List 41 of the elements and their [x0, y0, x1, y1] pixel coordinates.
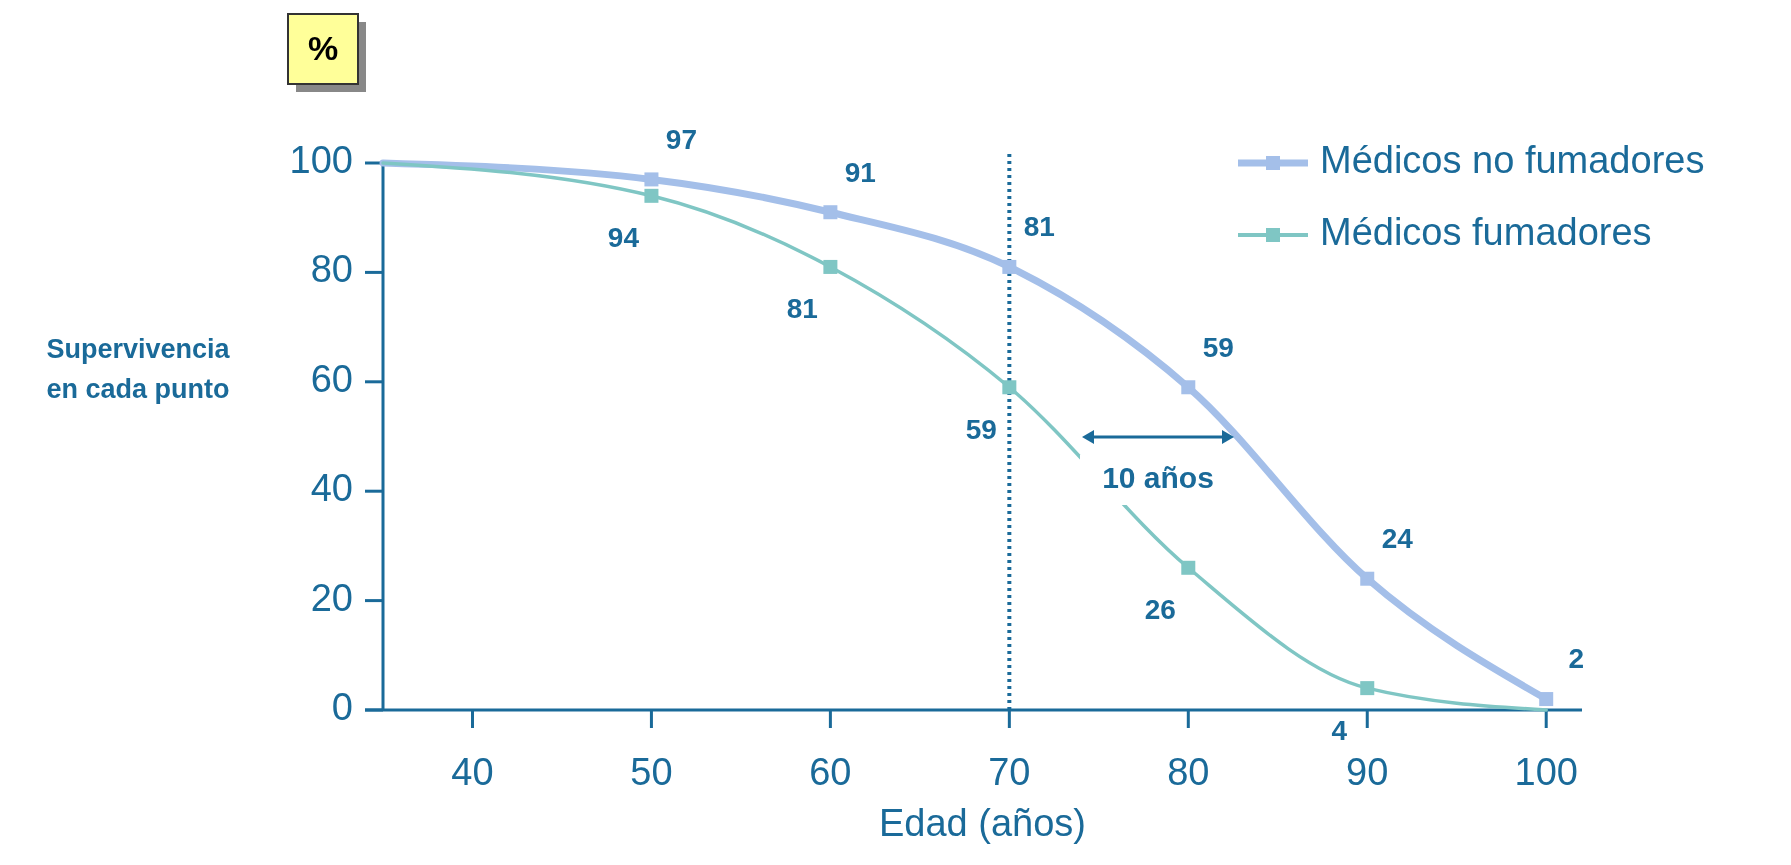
- text: %: [307, 28, 339, 67]
- data-label: 4: [1331, 714, 1348, 746]
- point: [644, 188, 659, 203]
- data-label: 24: [1381, 523, 1414, 555]
- point: [1360, 681, 1375, 696]
- y-tick-label: 100: [289, 139, 353, 182]
- y-axis-title: Supervivencia en cada punto: [46, 334, 231, 404]
- legend-label: Médicos no fumadores: [1320, 139, 1705, 182]
- data-label: 81: [786, 293, 818, 325]
- x-tick-label: 80: [1167, 751, 1210, 793]
- point: [1181, 560, 1196, 575]
- point: [1002, 259, 1017, 274]
- y-tick-label: 80: [310, 248, 353, 291]
- x-tick-label: 100: [1514, 751, 1578, 793]
- y-tick-label: 40: [310, 467, 353, 510]
- data-label: 91: [844, 156, 876, 188]
- x-tick-label: 50: [630, 751, 673, 793]
- x-tick-label: 70: [988, 751, 1031, 793]
- data-label: 59: [965, 413, 997, 445]
- y-tick-label: 0: [331, 686, 353, 729]
- annotation: 10 años: [1102, 460, 1214, 494]
- x-tick-label: 40: [451, 751, 494, 793]
- point: [644, 172, 659, 187]
- point: [1181, 380, 1196, 395]
- x-axis-title: Edad (años): [878, 802, 1087, 844]
- x-tick-label: 90: [1346, 751, 1389, 793]
- point: [1360, 571, 1375, 586]
- x-tick-label: 60: [809, 751, 852, 793]
- data-label: 26: [1144, 594, 1176, 626]
- data-label: 94: [607, 222, 640, 254]
- point: [823, 205, 838, 220]
- point: [823, 259, 838, 274]
- y-tick-label: 20: [310, 576, 353, 619]
- data-label: 81: [1023, 211, 1055, 243]
- point: [1002, 380, 1017, 395]
- legend-label: Médicos fumadores: [1320, 211, 1652, 254]
- data-label: 2: [1568, 643, 1584, 675]
- data-label: 97: [665, 123, 698, 155]
- point: [1539, 692, 1554, 707]
- data-label: 59: [1202, 331, 1234, 363]
- y-tick-label: 60: [310, 357, 353, 400]
